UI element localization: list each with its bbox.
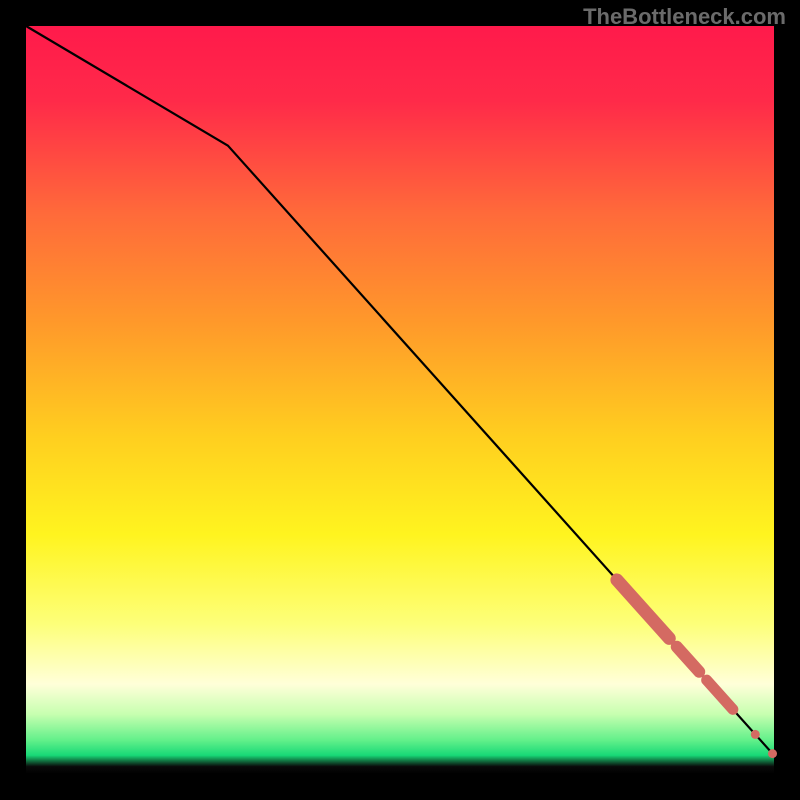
chart-stage: TheBottleneck.com [0,0,800,800]
plot-background [26,26,774,774]
watermark-label: TheBottleneck.com [583,4,786,30]
